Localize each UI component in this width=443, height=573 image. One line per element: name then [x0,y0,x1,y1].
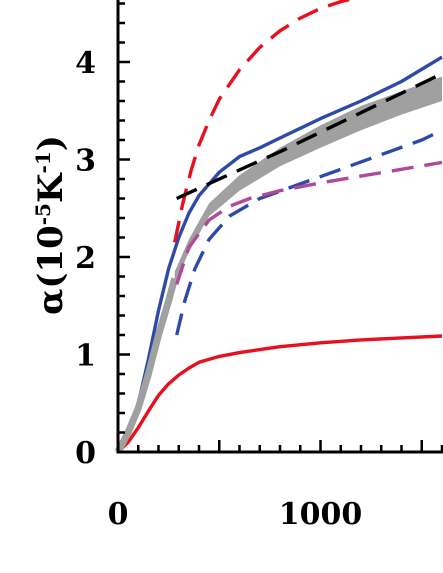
series-line-6 [175,128,443,336]
band-layer [174,76,442,285]
y-axis-title-exp2: -1 [31,151,55,173]
y-tick-label: 0 [75,436,96,471]
uncertainty-band [174,76,442,285]
y-tick-label: 2 [75,241,96,276]
tick-labels: 0 1 2 3 4 0 1000 [75,46,362,532]
y-axis-title: α(10-5K-1) [31,135,71,315]
series-line-4 [173,0,355,243]
series-line-7 [175,160,443,285]
y-tick-label: 3 [75,144,96,179]
y-axis-title-exp1: -5 [31,203,55,225]
y-axis-title-middle: K [31,172,71,203]
series-line-3 [114,277,179,454]
series-line-5 [175,72,443,201]
axes-layer [116,0,443,454]
y-tick-label: 4 [75,46,96,81]
y-axis-title-prefix: α(10 [31,225,71,315]
x-tick-label: 1000 [279,497,363,532]
series-layer [114,0,443,454]
y-axis-title-suffix: ) [31,135,71,151]
series-line-1 [116,334,443,454]
x-tick-label: 0 [108,497,129,532]
y-tick-label: 1 [75,339,96,374]
